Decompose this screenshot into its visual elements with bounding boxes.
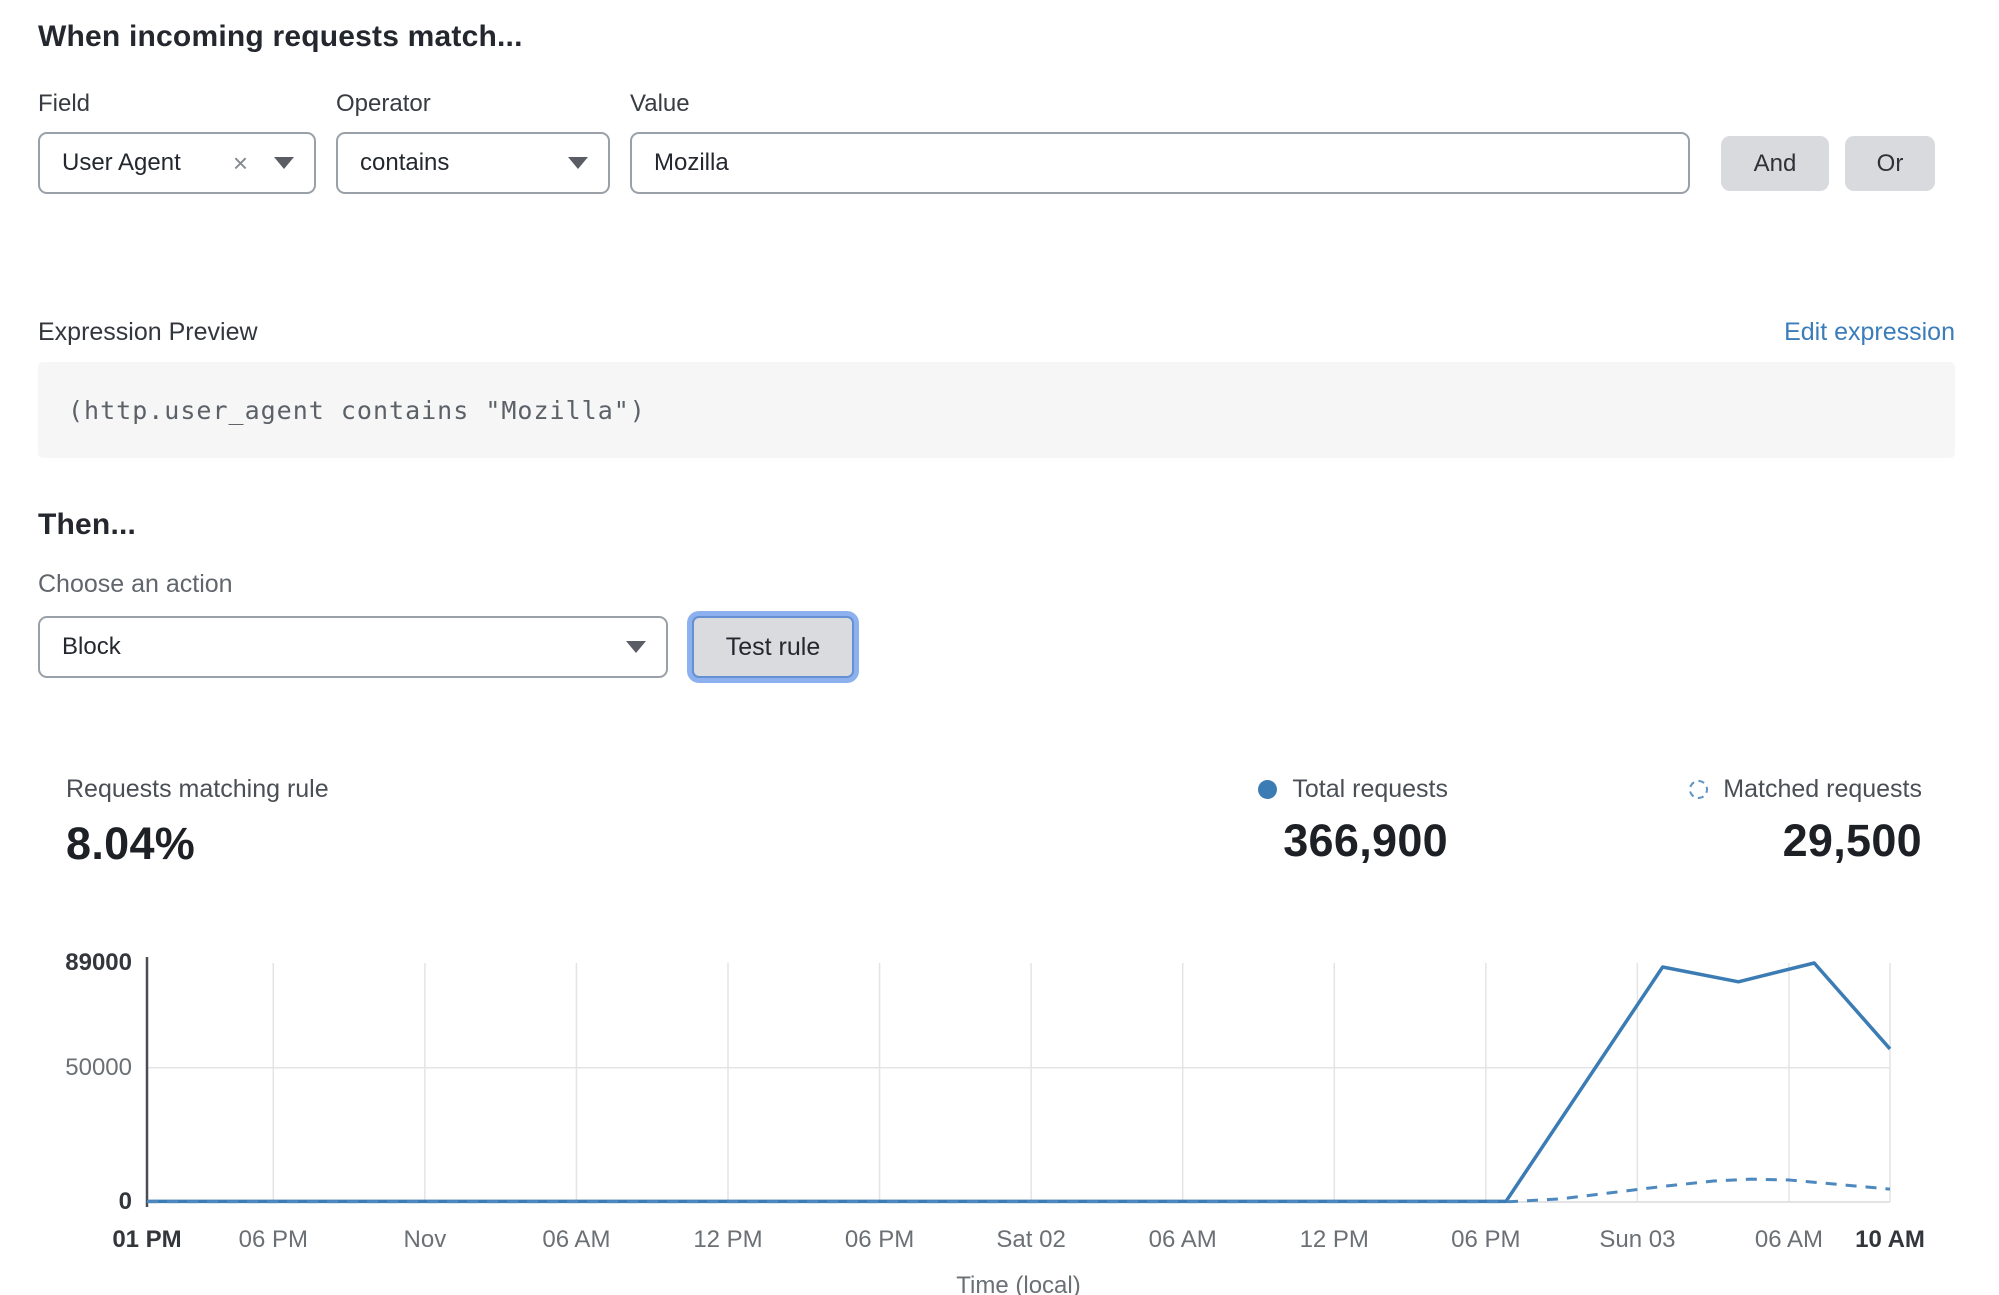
value-label: Value: [630, 90, 690, 117]
operator-label: Operator: [336, 90, 431, 117]
test-rule-button[interactable]: Test rule: [692, 616, 854, 678]
y-axis-tick-label: 0: [118, 1188, 132, 1215]
chart-x-axis-title: Time (local): [956, 1272, 1081, 1295]
matched-requests-label: Matched requests: [1723, 775, 1922, 803]
field-select-value: User Agent: [62, 149, 181, 176]
remove-icon[interactable]: ×: [232, 148, 248, 178]
field-select[interactable]: User Agent ×: [38, 132, 316, 194]
operator-select[interactable]: contains: [336, 132, 610, 194]
x-axis-tick-label: Sun 03: [1599, 1226, 1676, 1253]
value-input[interactable]: [630, 132, 1690, 194]
and-button[interactable]: And: [1721, 136, 1829, 191]
chevron-down-icon: [626, 641, 646, 653]
x-axis-tick-label: 01 PM: [112, 1226, 182, 1253]
x-axis-tick-label: 06 PM: [1451, 1226, 1521, 1253]
field-label: Field: [38, 90, 91, 117]
action-select-value: Block: [62, 633, 121, 660]
requests-matching-value: 8.04%: [66, 818, 196, 869]
x-axis-tick-label: 12 PM: [1299, 1226, 1369, 1253]
edit-expression-link[interactable]: Edit expression: [1784, 318, 1955, 346]
or-button[interactable]: Or: [1845, 136, 1935, 191]
y-axis-tick-label: 89000: [65, 949, 132, 976]
then-heading: Then...: [38, 508, 137, 541]
expression-preview-label: Expression Preview: [38, 318, 258, 346]
x-axis-tick-label: Sat 02: [996, 1226, 1066, 1253]
matched-requests-stat: Matched requests 29,500: [1610, 775, 1922, 867]
action-select[interactable]: Block: [38, 616, 668, 678]
x-axis-tick-label: 06 AM: [1754, 1226, 1823, 1253]
expression-code-block: (http.user_agent contains "Mozilla"): [38, 362, 1955, 458]
x-axis-tick-label: 10 AM: [1855, 1226, 1925, 1253]
y-axis-tick-label: 50000: [65, 1053, 132, 1081]
total-requests-dot-icon: [1258, 780, 1278, 799]
chevron-down-icon: [274, 157, 294, 169]
chevron-down-icon: [568, 157, 588, 169]
matched-requests-dashed-circle-icon: [1689, 780, 1709, 799]
total-requests-stat: Total requests 366,900: [1150, 775, 1448, 867]
x-axis-tick-label: 12 PM: [693, 1226, 763, 1253]
x-axis-tick-label: 06 AM: [542, 1226, 611, 1253]
x-axis-tick-label: 06 PM: [238, 1226, 308, 1253]
x-axis-tick-label: 06 PM: [844, 1226, 915, 1253]
x-axis-tick-label: Nov: [403, 1226, 447, 1253]
requests-matching-label: Requests matching rule: [66, 775, 329, 803]
requests-matching-stat: Requests matching rule 8.04%: [66, 775, 329, 870]
match-heading: When incoming requests match...: [38, 20, 523, 53]
x-axis-tick-label: 06 AM: [1148, 1226, 1217, 1253]
expression-code: (http.user_agent contains "Mozilla"): [68, 395, 646, 425]
total-requests-value: 366,900: [1283, 815, 1448, 866]
total-requests-label: Total requests: [1292, 775, 1448, 803]
operator-select-value: contains: [360, 149, 450, 176]
matched-requests-value: 29,500: [1782, 815, 1922, 866]
choose-action-label: Choose an action: [38, 570, 233, 598]
